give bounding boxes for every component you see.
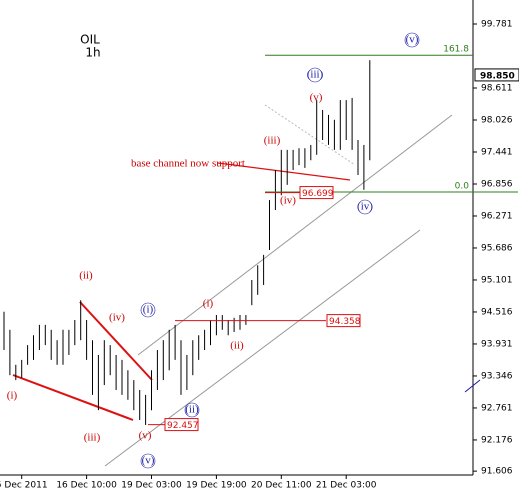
wave-label: base channel now support — [131, 158, 245, 170]
y-tick-label: 95.686 — [481, 243, 513, 253]
channel-lower — [104, 229, 421, 467]
wave-label: (i) — [7, 390, 18, 402]
level-box — [299, 186, 334, 200]
y-tick-label: 96.856 — [481, 179, 513, 189]
blue-mark — [464, 379, 481, 393]
last-price-box — [474, 68, 519, 82]
y-tick-label: 91.606 — [481, 467, 513, 477]
y-tick-label: 93.346 — [481, 371, 513, 381]
wave-label: (v) — [406, 34, 419, 46]
fib-label: 161.8 — [443, 45, 469, 55]
y-tick-label: 99.781 — [481, 20, 513, 30]
chart-title: OIL — [80, 33, 100, 47]
wave-circle — [357, 199, 373, 215]
level-label: 96.699 — [302, 189, 334, 199]
level-label: 94.358 — [329, 317, 361, 327]
wave-label: (iv) — [357, 201, 373, 213]
y-tick-label: 98.026 — [481, 115, 513, 125]
x-tick-label: 20 Dec 11:00 — [251, 481, 312, 491]
arrow-line — [217, 162, 351, 181]
wave-circle — [307, 67, 323, 83]
wave-label: (iii) — [307, 69, 324, 81]
wave-label: (i) — [143, 304, 154, 316]
wave-label: (iv) — [109, 312, 125, 324]
wedge-lower — [12, 374, 134, 421]
y-tick-label: 98.611 — [481, 84, 513, 94]
wedge-upper — [79, 301, 153, 381]
y-tick-label: 97.441 — [481, 147, 513, 157]
wave-circle — [404, 32, 420, 48]
level-label: 92.457 — [167, 421, 199, 431]
x-tick-label: 19 Dec 19:00 — [186, 481, 247, 491]
wave-circle — [140, 302, 156, 318]
x-tick-label: 19 Dec 03:00 — [121, 481, 182, 491]
x-tick-label: 5 Dec 2011 — [0, 481, 48, 491]
last-price-label: 98.850 — [480, 71, 515, 81]
y-tick-label: 92.176 — [481, 435, 513, 445]
wave-label: (iii) — [264, 135, 281, 147]
y-tick-label: 95.101 — [481, 275, 513, 285]
y-tick-label: 96.271 — [481, 211, 513, 221]
wave-label: (iv) — [280, 195, 296, 207]
wave-label: (ii) — [230, 340, 244, 352]
wave-label: (i) — [203, 298, 214, 310]
y-tick-label: 92.761 — [481, 403, 513, 413]
wave-label: (v) — [310, 92, 323, 104]
level-box — [326, 314, 361, 328]
x-tick-label: 16 Dec 10:00 — [56, 481, 117, 491]
wave-circle — [140, 453, 156, 469]
y-tick-label: 94.516 — [481, 307, 513, 317]
y-tick-label: 93.931 — [481, 339, 513, 349]
x-tick-label: 21 Dec 03:00 — [316, 481, 377, 491]
fib-label: 0.0 — [455, 182, 470, 192]
channel-upper — [137, 114, 453, 356]
level-box — [164, 418, 199, 432]
wave-label: (v) — [139, 430, 152, 442]
wave-label: (ii) — [79, 270, 93, 282]
wave-label: (ii) — [185, 404, 199, 416]
wave-circle — [184, 402, 200, 418]
wave-label: (iii) — [84, 432, 101, 444]
chart-subtitle: 1h — [85, 46, 100, 60]
wave-label: (v) — [142, 455, 155, 467]
